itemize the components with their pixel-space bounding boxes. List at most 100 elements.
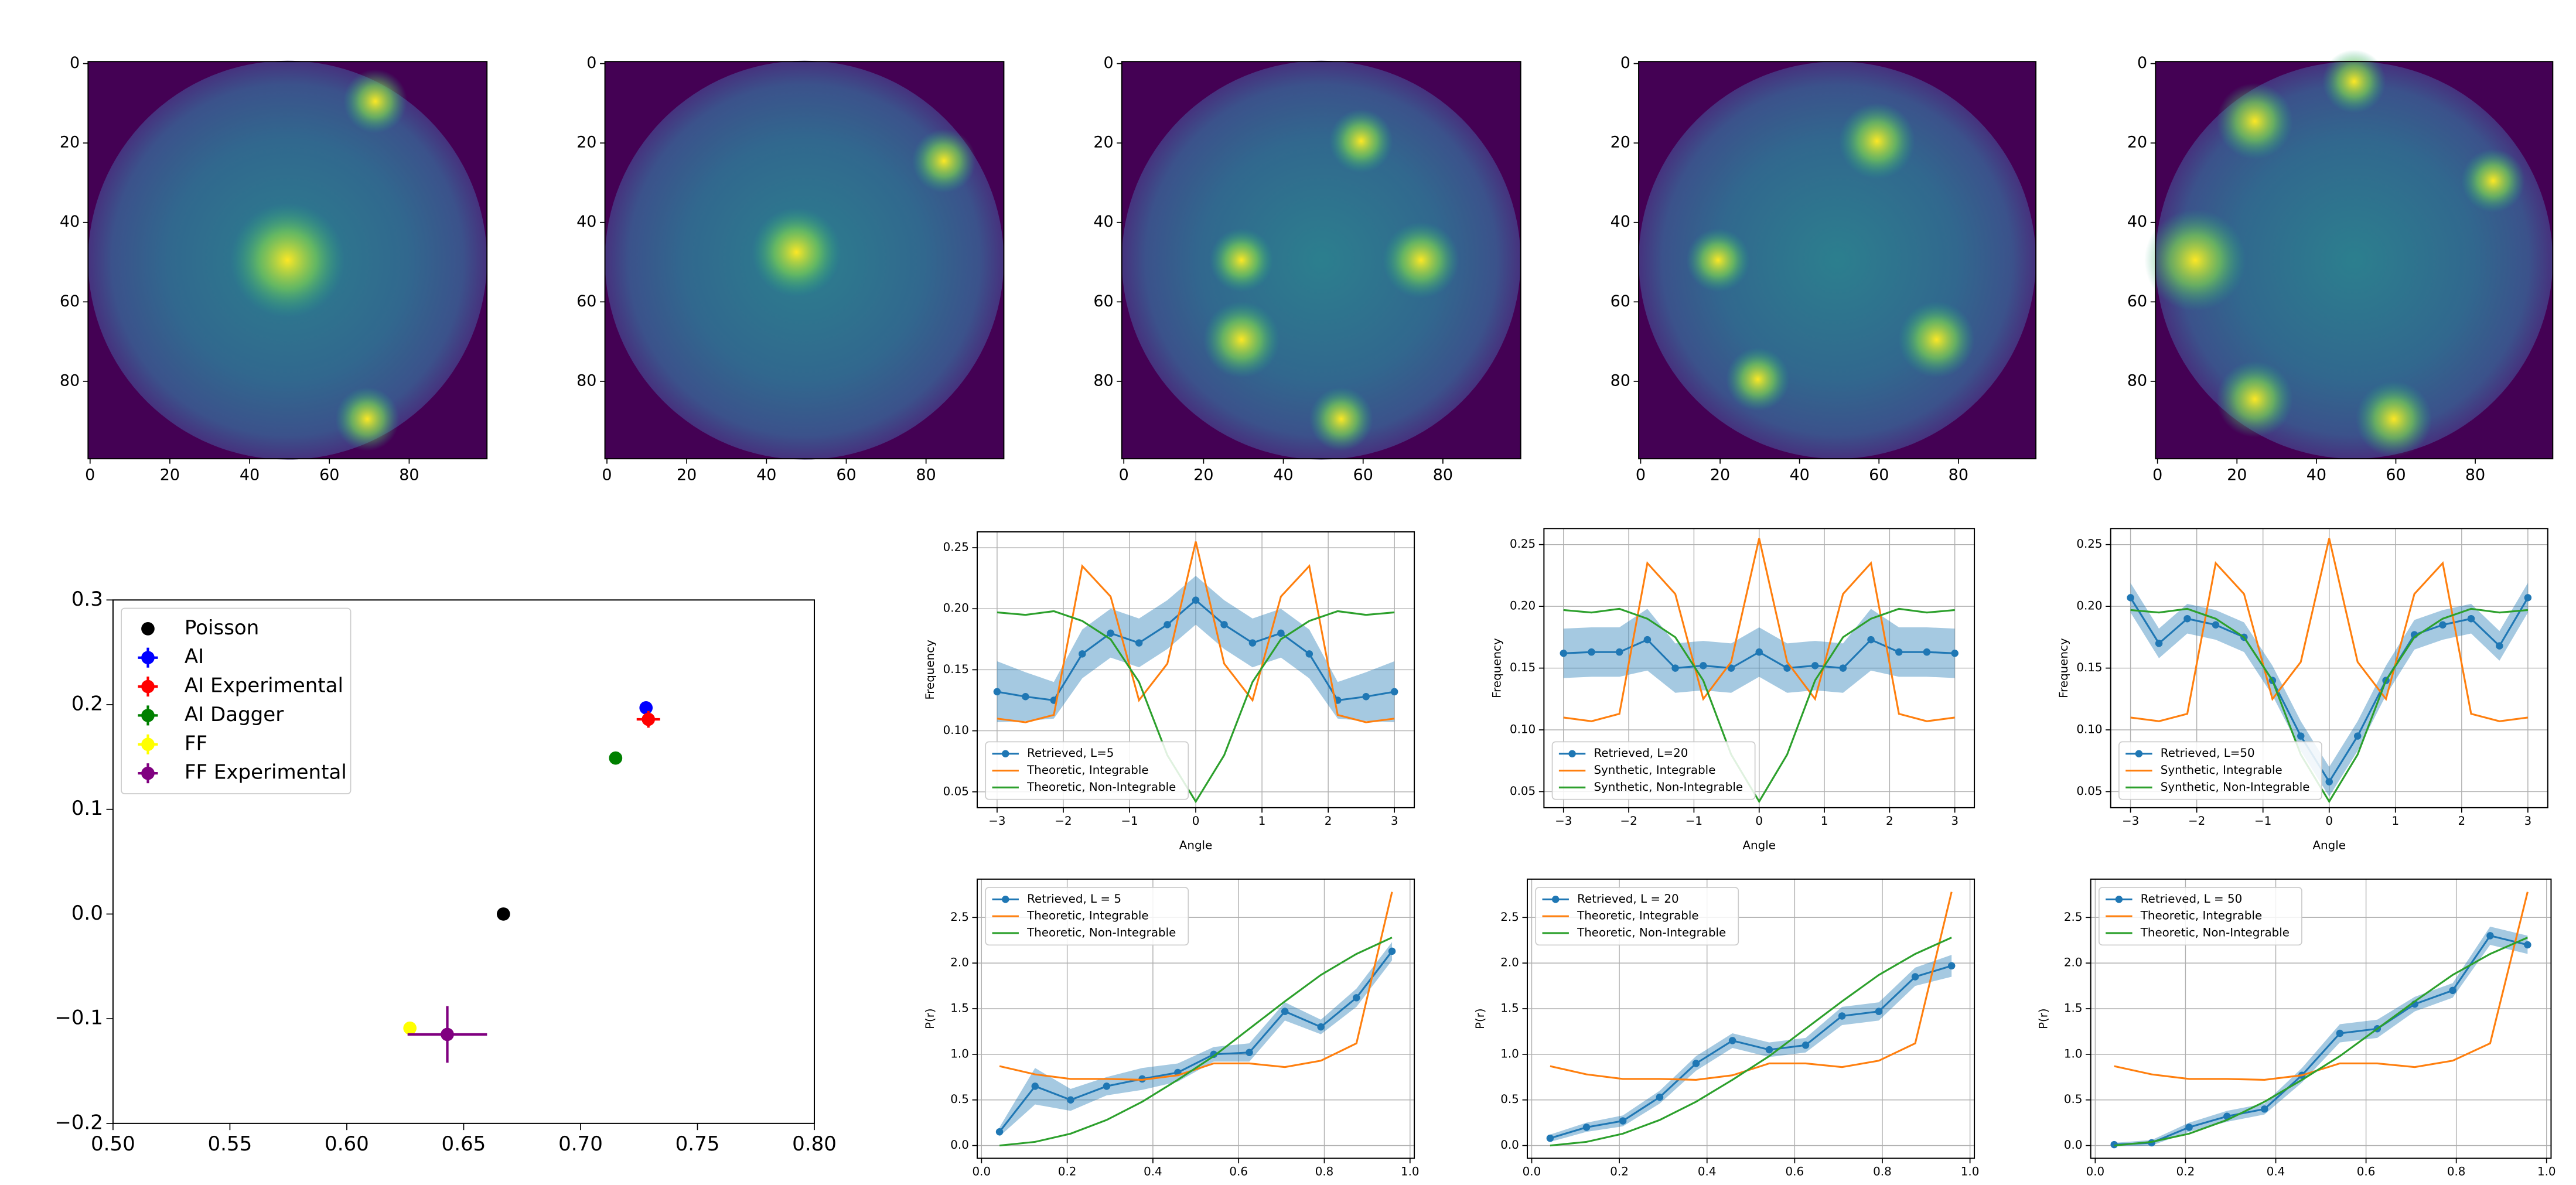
y-axis-label: P(r) xyxy=(1473,1008,1487,1029)
x-tick-label: 3 xyxy=(1951,814,1959,828)
heatmap-hotspot xyxy=(335,387,400,451)
data-point xyxy=(1103,1082,1111,1090)
legend-label: Theoretic, Integrable xyxy=(1026,763,1148,777)
data-point xyxy=(1643,636,1652,644)
x-tick-label: 80 xyxy=(399,466,419,484)
data-point xyxy=(2185,1123,2193,1131)
x-tick-label: 0.0 xyxy=(1523,1164,1541,1178)
x-tick-label: 20 xyxy=(1710,466,1730,484)
x-tick-label: 60 xyxy=(836,466,856,484)
x-tick-label: 0.65 xyxy=(442,1132,486,1156)
data-point xyxy=(1911,973,1919,981)
data-point xyxy=(2336,1029,2344,1037)
x-tick-label: 80 xyxy=(2465,466,2485,484)
data-point xyxy=(2486,932,2494,940)
data-point xyxy=(1067,1096,1074,1104)
subplot: 0.00.20.40.60.81.00.00.51.01.52.02.5Radi… xyxy=(1473,878,1979,1178)
y-tick-label: 0.3 xyxy=(71,588,103,611)
x-tick-label: 2 xyxy=(2458,814,2466,828)
x-tick-label: 1.0 xyxy=(1401,1164,1420,1178)
axes-frame xyxy=(604,61,1005,460)
data-point xyxy=(1031,1082,1039,1090)
x-tick-label: 0.4 xyxy=(2267,1164,2285,1178)
y-tick-label: 0.15 xyxy=(1510,661,1536,674)
y-tick-label: 80 xyxy=(1093,371,1113,390)
data-point xyxy=(1783,664,1791,672)
x-tick-label: 80 xyxy=(1433,466,1453,484)
subplot: 0.00.20.40.60.81.00.00.51.01.52.02.5Radi… xyxy=(923,878,1420,1178)
y-tick-label: 1.5 xyxy=(2064,1002,2083,1015)
legend-label: Synthetic, Non-Integrable xyxy=(1594,780,1743,794)
y-tick-label: 0.0 xyxy=(71,901,103,925)
x-tick-label: 0 xyxy=(85,466,95,484)
legend-label: Theoretic, Integrable xyxy=(1577,909,1698,923)
heatmap-hotspot xyxy=(1383,221,1459,299)
x-tick-label: 0.6 xyxy=(2357,1164,2376,1178)
x-tick-label: 0.6 xyxy=(1786,1164,1804,1178)
data-point xyxy=(1220,621,1228,629)
y-tick-label: 40 xyxy=(576,213,596,231)
y-tick-label: 0.2 xyxy=(71,692,103,715)
y-tick-label: 20 xyxy=(576,134,596,152)
legend-box xyxy=(985,741,1189,800)
y-tick-label: 0.25 xyxy=(1510,537,1536,551)
x-tick-label: 0.50 xyxy=(91,1132,135,1156)
data-point xyxy=(1692,1060,1700,1067)
x-tick-label: 40 xyxy=(1790,466,1810,484)
series-line xyxy=(999,937,1393,1147)
data-point xyxy=(1895,648,1903,656)
legend-label: Retrieved, L=50 xyxy=(2161,746,2255,760)
heatmap-hotspot xyxy=(2461,149,2525,213)
data-point xyxy=(1923,648,1931,656)
data-point xyxy=(1317,1023,1325,1031)
y-tick-label: 0.20 xyxy=(2076,599,2102,613)
legend-box xyxy=(121,607,352,794)
data-point xyxy=(1305,650,1313,658)
x-tick-label: 0.70 xyxy=(558,1132,603,1156)
heatmap-hotspot xyxy=(1203,301,1280,378)
error-band xyxy=(997,575,1395,723)
data-point xyxy=(1700,662,1707,670)
heatmap-hotspot xyxy=(2216,361,2293,438)
y-tick-label: 0 xyxy=(1103,54,1113,72)
x-tick-label: 0.2 xyxy=(2176,1164,2195,1178)
heatmap-hotspot xyxy=(1329,109,1393,173)
series-line xyxy=(1550,937,1952,1147)
y-tick-label: 0.15 xyxy=(2076,661,2102,674)
legend-label: Theoretic, Non-Integrable xyxy=(1026,926,1176,939)
data-point xyxy=(1582,1123,1591,1131)
x-tick-label: −3 xyxy=(1555,814,1572,828)
heatmap-hotspot xyxy=(2216,83,2293,159)
axes-frame xyxy=(2155,61,2554,460)
axes-frame xyxy=(2090,878,2552,1159)
subplot: 0 20 40 60 80 0 20 40 60 80 xyxy=(1093,54,1521,484)
x-tick-label: −1 xyxy=(1121,814,1138,828)
heatmap-hotspot xyxy=(2322,49,2386,114)
y-tick-label: 20 xyxy=(1093,134,1113,152)
y-tick-label: 20 xyxy=(60,134,80,152)
legend-label: AI Experimental xyxy=(185,674,343,698)
data-point xyxy=(496,907,510,921)
y-tick-label: 0.5 xyxy=(950,1092,969,1106)
data-point xyxy=(2496,642,2503,650)
legend-label: Theoretic, Integrable xyxy=(1026,909,1148,923)
legend-box xyxy=(2118,741,2322,800)
x-tick-label: −1 xyxy=(1686,814,1702,828)
data-point xyxy=(1867,636,1875,644)
data-point xyxy=(1619,1117,1627,1125)
x-tick-label: 1 xyxy=(1821,814,1828,828)
series-line xyxy=(2114,934,2528,1146)
axes-frame xyxy=(977,878,1415,1159)
legend-label: Theoretic, Non-Integrable xyxy=(1026,780,1176,794)
legend-label: Retrieved, L = 50 xyxy=(2141,892,2242,906)
heatmap-hotspot xyxy=(1726,347,1790,411)
y-tick-label: 20 xyxy=(1611,134,1630,152)
series-line xyxy=(1550,965,1952,1139)
x-tick-label: 40 xyxy=(2307,466,2326,484)
data-point xyxy=(2212,621,2220,629)
y-tick-label: 0.25 xyxy=(943,541,969,554)
legend-label: Retrieved, L=20 xyxy=(1594,746,1688,760)
x-tick-label: 0.55 xyxy=(208,1132,253,1156)
x-tick-label: 0.60 xyxy=(325,1132,369,1156)
x-tick-label: 3 xyxy=(1391,814,1398,828)
